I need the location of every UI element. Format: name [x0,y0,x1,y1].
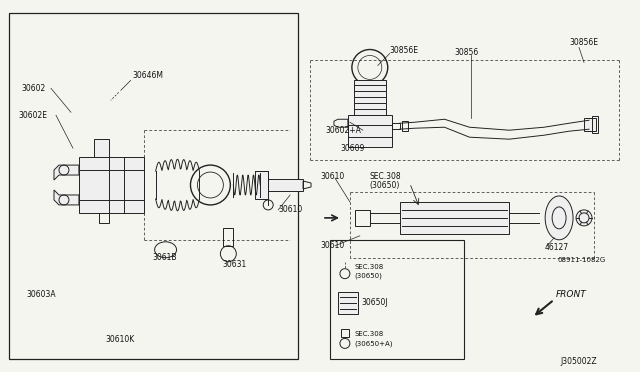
Polygon shape [400,202,509,234]
Polygon shape [354,80,386,115]
Text: 30646M: 30646M [132,71,164,80]
Text: 30856E: 30856E [390,46,419,55]
Text: (30650): (30650) [370,180,400,189]
Polygon shape [94,139,109,157]
Text: 30603A: 30603A [26,290,56,299]
Circle shape [576,210,592,226]
Bar [9,13,298,359]
Text: 30602E: 30602E [18,111,47,120]
Text: SEC.308: SEC.308 [370,171,401,180]
Text: (30650+A): (30650+A) [355,340,394,347]
Polygon shape [54,165,79,180]
Text: 30610K: 30610K [106,335,135,344]
Text: 30650J: 30650J [362,298,388,307]
Polygon shape [348,115,392,147]
Text: 30856E: 30856E [569,38,598,47]
Ellipse shape [545,196,573,240]
Polygon shape [584,118,596,131]
Text: 30602: 30602 [21,84,45,93]
Text: 30609: 30609 [340,144,364,153]
Text: SEC.308: SEC.308 [355,331,384,337]
Polygon shape [338,292,358,314]
Text: J305002Z: J305002Z [561,357,597,366]
Text: SEC.308: SEC.308 [355,264,384,270]
Text: (30650): (30650) [355,272,383,279]
Polygon shape [255,171,268,199]
Text: 08911-1082G: 08911-1082G [557,257,605,263]
Polygon shape [54,190,79,205]
Text: 46127: 46127 [544,243,568,252]
Text: 30856: 30856 [454,48,479,57]
Text: FRONT: FRONT [556,290,587,299]
Polygon shape [79,157,143,213]
Text: 3061B: 3061B [152,253,177,262]
Polygon shape [263,179,303,191]
Bar [330,240,465,359]
Text: 30602+A: 30602+A [325,126,361,135]
Text: 30610: 30610 [320,171,344,180]
Text: 30631: 30631 [222,260,246,269]
Text: 30610: 30610 [320,241,344,250]
Text: 30610: 30610 [278,205,303,214]
